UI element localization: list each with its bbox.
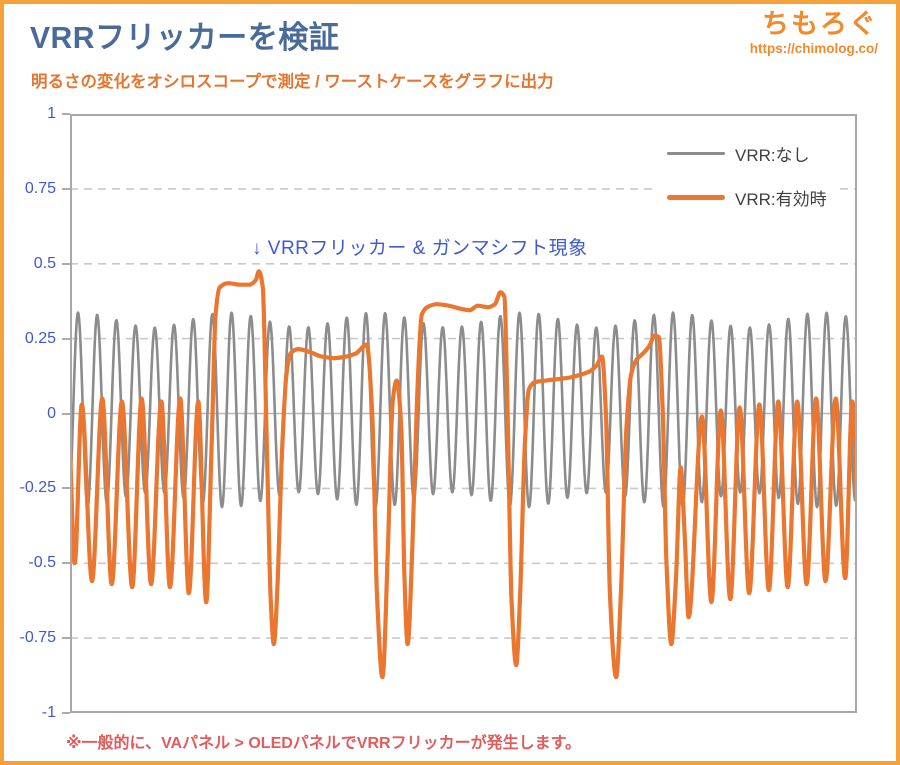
y-axis-tick-label: -1 [41,704,56,721]
axis-tick [62,262,70,265]
page-subtitle: 明るさの変化をオシロスコープで測定 / ワーストケースをグラフに出力 [31,73,554,91]
page-title: VRRフリッカーを検証 [30,20,340,55]
axis-tick [62,562,70,565]
chart-annotation: ↓ VRRフリッカー & ガンマシフト現象 [252,238,588,259]
legend-item-vrr-on: VRR:有効時 [667,186,827,209]
y-axis-tick-label: 0.5 [33,254,56,272]
y-axis-tick-label: -0.75 [19,629,56,647]
legend-label: VRR:なし [735,145,810,165]
axis-tick [62,712,70,714]
chart-area [70,114,857,713]
legend-line-swatch-gray [667,151,725,155]
legend: VRR:なし VRR:有効時 [657,136,837,214]
legend-line-swatch-orange [667,194,725,200]
axis-tick [62,412,70,415]
y-axis-tick-label: 1 [47,105,56,122]
plot-border [70,114,857,713]
y-axis-tick-label: 0.75 [24,179,56,197]
legend-item-vrr-off: VRR:なし [667,142,827,165]
y-axis-tick-label: -0.5 [28,554,56,572]
legend-label: VRR:有効時 [735,189,827,209]
footnote: ※一般的に、VAパネル > OLEDパネルでVRRフリッカーが発生します。 [66,735,581,752]
y-axis-tick-label: 0 [47,404,56,422]
axis-tick [62,337,70,340]
y-axis-tick-label: -0.25 [19,479,56,497]
oscilloscope-chart [70,114,857,713]
axis-tick [62,187,70,190]
axis-tick [62,487,70,490]
brand-url: https://chimolog.co/ [749,40,878,56]
axis-tick [62,113,70,115]
series-line-vrr-on [70,269,857,680]
brand-block: ちもろぐ https://chimolog.co/ [749,9,878,57]
brand-logo: ちもろぐ [762,9,878,39]
y-axis-tick-label: 0.25 [24,329,56,347]
axis-tick [62,637,70,640]
